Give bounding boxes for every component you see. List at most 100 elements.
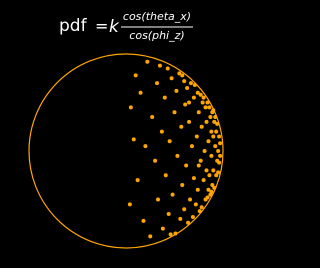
point xyxy=(182,207,187,212)
point xyxy=(184,163,189,168)
point xyxy=(179,124,184,129)
point xyxy=(212,119,217,124)
point xyxy=(208,115,213,120)
point xyxy=(156,197,161,202)
point xyxy=(163,173,168,178)
point xyxy=(174,88,179,93)
point xyxy=(195,187,200,192)
point xyxy=(198,92,203,97)
point xyxy=(173,231,178,236)
title-k: k xyxy=(109,17,120,37)
point xyxy=(148,234,153,239)
point xyxy=(159,129,164,134)
point xyxy=(189,144,194,149)
point xyxy=(186,220,191,225)
point xyxy=(169,76,174,81)
point xyxy=(138,90,143,95)
chart: pdf = k cos(theta_x) cos(phi_z) xyxy=(0,0,252,268)
point xyxy=(187,119,192,124)
point xyxy=(211,168,216,173)
point xyxy=(205,195,210,200)
point xyxy=(187,100,192,105)
point xyxy=(192,83,197,88)
point xyxy=(218,153,223,158)
point xyxy=(210,182,215,187)
point xyxy=(150,115,155,120)
point xyxy=(135,178,140,183)
point xyxy=(214,129,219,134)
point xyxy=(141,218,146,223)
point xyxy=(216,170,221,175)
point xyxy=(198,158,203,163)
point xyxy=(162,95,167,100)
point xyxy=(188,197,193,202)
point xyxy=(199,205,204,210)
boundary-circle xyxy=(28,53,224,249)
point xyxy=(202,149,207,153)
point xyxy=(213,144,218,149)
point xyxy=(217,134,222,139)
point xyxy=(200,100,205,105)
point xyxy=(180,73,185,78)
point xyxy=(191,95,196,100)
point xyxy=(128,105,133,110)
point xyxy=(153,158,158,163)
point xyxy=(204,168,209,173)
point xyxy=(194,134,199,139)
point xyxy=(209,189,214,194)
point xyxy=(212,185,217,190)
point xyxy=(185,85,190,90)
point xyxy=(175,153,180,158)
point xyxy=(168,232,173,237)
point xyxy=(180,182,185,187)
point xyxy=(191,176,196,181)
point xyxy=(215,121,220,126)
point xyxy=(160,226,165,231)
point xyxy=(165,66,170,71)
title-eq: = xyxy=(95,17,108,36)
point xyxy=(207,173,212,178)
point xyxy=(209,153,214,158)
point xyxy=(167,139,172,144)
point xyxy=(207,105,212,110)
point xyxy=(211,134,216,139)
point xyxy=(199,124,204,129)
point xyxy=(190,214,195,219)
point xyxy=(193,202,198,207)
point xyxy=(213,115,218,120)
point xyxy=(206,139,211,144)
point xyxy=(211,108,216,113)
point xyxy=(216,149,221,153)
point xyxy=(188,81,193,86)
point xyxy=(133,73,138,78)
title-numerator: cos(theta_x) xyxy=(123,10,191,23)
point xyxy=(196,163,201,168)
point xyxy=(195,90,200,95)
point xyxy=(170,192,175,197)
point xyxy=(182,79,187,84)
point xyxy=(127,202,132,207)
point xyxy=(218,141,223,146)
point xyxy=(201,178,206,183)
point xyxy=(183,102,188,107)
point xyxy=(197,209,202,214)
point xyxy=(201,95,206,100)
point xyxy=(131,137,136,142)
point xyxy=(177,71,182,76)
point xyxy=(178,216,183,221)
point xyxy=(166,212,171,217)
point xyxy=(196,110,201,115)
title-lhs: pdf xyxy=(59,16,88,36)
point xyxy=(217,160,222,165)
point xyxy=(205,100,210,105)
point xyxy=(145,59,150,64)
point xyxy=(214,173,219,178)
point xyxy=(209,129,214,134)
point xyxy=(143,144,148,149)
point xyxy=(206,187,211,192)
point xyxy=(203,105,208,110)
background xyxy=(0,0,252,268)
point xyxy=(172,110,177,115)
point xyxy=(157,63,162,68)
point xyxy=(204,119,209,124)
